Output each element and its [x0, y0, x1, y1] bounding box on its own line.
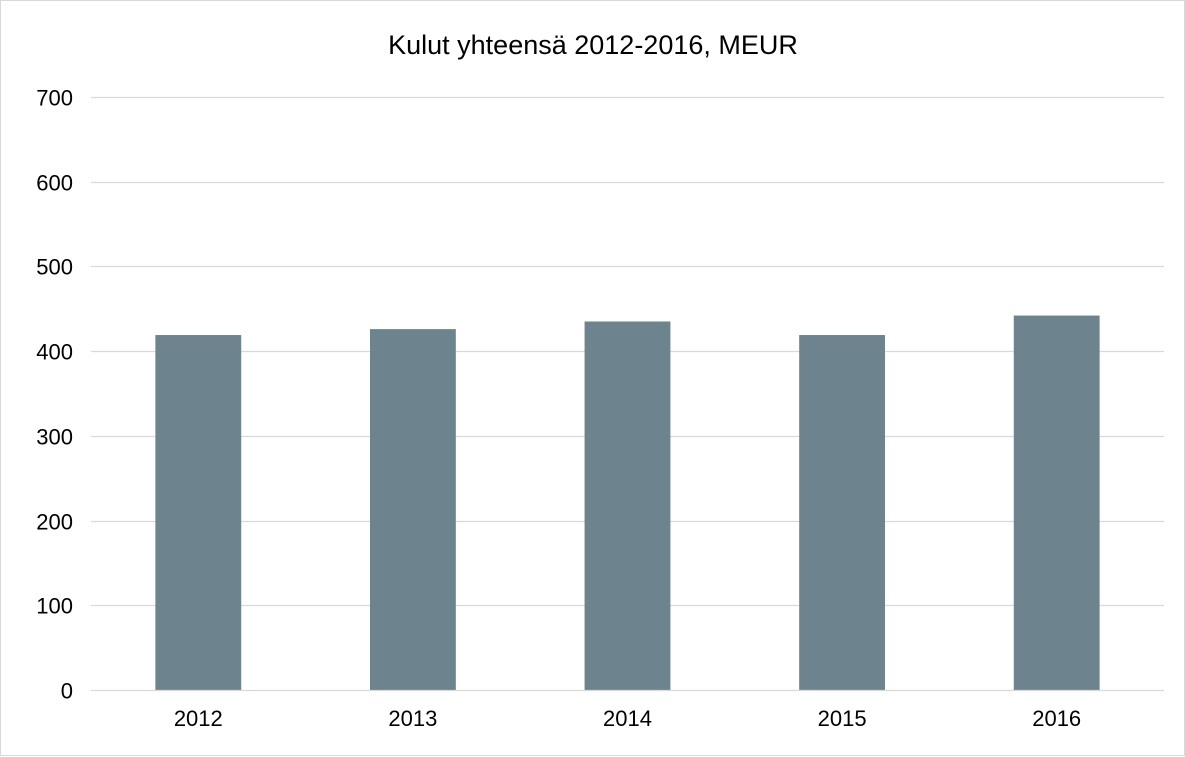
- x-tick-label: 2015: [818, 706, 867, 731]
- chart-title: Kulut yhteensä 2012-2016, MEUR: [388, 30, 798, 60]
- x-tick-label: 2013: [388, 706, 437, 731]
- y-tick-label: 400: [36, 340, 73, 365]
- y-tick-label: 0: [61, 679, 73, 704]
- y-tick-label: 200: [36, 510, 73, 535]
- x-tick-label: 2012: [174, 706, 223, 731]
- y-tick-label: 700: [36, 86, 73, 111]
- bar-2012: [155, 335, 242, 690]
- y-tick-label: 300: [36, 425, 73, 450]
- y-tick-label: 600: [36, 171, 73, 196]
- bars: [155, 315, 1100, 690]
- bar-2016: [1013, 315, 1100, 690]
- y-tick-label: 100: [36, 594, 73, 619]
- x-tick-label: 2016: [1032, 706, 1081, 731]
- y-tick-label: 500: [36, 255, 73, 280]
- x-axis-tick-labels: 2012 2013 2014 2015 2016: [174, 706, 1081, 731]
- bar-2015: [799, 335, 886, 690]
- bar-2013: [369, 329, 456, 690]
- bar-2014: [584, 321, 671, 690]
- x-tick-label: 2014: [603, 706, 652, 731]
- y-axis-tick-labels: 0 100 200 300 400 500 600 700: [36, 86, 73, 704]
